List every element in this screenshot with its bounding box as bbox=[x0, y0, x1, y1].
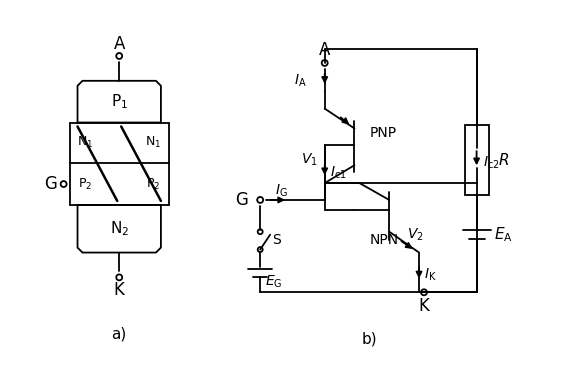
Text: $E_{\rm G}$: $E_{\rm G}$ bbox=[265, 273, 283, 290]
Text: $I_{\rm c1}$: $I_{\rm c1}$ bbox=[329, 165, 347, 181]
Text: b): b) bbox=[361, 331, 377, 346]
Text: NPN: NPN bbox=[369, 232, 399, 247]
Text: PNP: PNP bbox=[369, 126, 396, 141]
Text: K: K bbox=[419, 297, 429, 315]
Text: $R$: $R$ bbox=[498, 152, 509, 168]
Text: A: A bbox=[114, 35, 125, 53]
Text: G: G bbox=[45, 175, 57, 193]
Text: $I_{\rm c2}$: $I_{\rm c2}$ bbox=[482, 155, 499, 172]
Text: a): a) bbox=[111, 326, 127, 342]
Text: $I_{\rm A}$: $I_{\rm A}$ bbox=[294, 73, 307, 89]
Text: $E_{\rm A}$: $E_{\rm A}$ bbox=[494, 225, 513, 244]
Text: N$_1$: N$_1$ bbox=[145, 135, 161, 151]
Text: S: S bbox=[272, 232, 281, 247]
Polygon shape bbox=[78, 81, 161, 123]
Text: P$_1$: P$_1$ bbox=[111, 92, 128, 111]
Text: P$_2$: P$_2$ bbox=[78, 177, 93, 192]
Text: G: G bbox=[235, 191, 248, 209]
Polygon shape bbox=[78, 205, 161, 252]
Text: $I_{\rm G}$: $I_{\rm G}$ bbox=[275, 183, 288, 199]
Text: $V_2$: $V_2$ bbox=[407, 226, 424, 243]
Text: K: K bbox=[114, 281, 124, 299]
Text: P$_2$: P$_2$ bbox=[146, 177, 160, 192]
Text: $V_1$: $V_1$ bbox=[301, 152, 318, 169]
Text: N$_2$: N$_2$ bbox=[110, 219, 129, 238]
Text: $I_{\rm K}$: $I_{\rm K}$ bbox=[424, 266, 437, 283]
Text: N$_1$: N$_1$ bbox=[77, 135, 94, 151]
Text: A: A bbox=[319, 41, 331, 59]
Bar bbox=[465, 126, 489, 195]
